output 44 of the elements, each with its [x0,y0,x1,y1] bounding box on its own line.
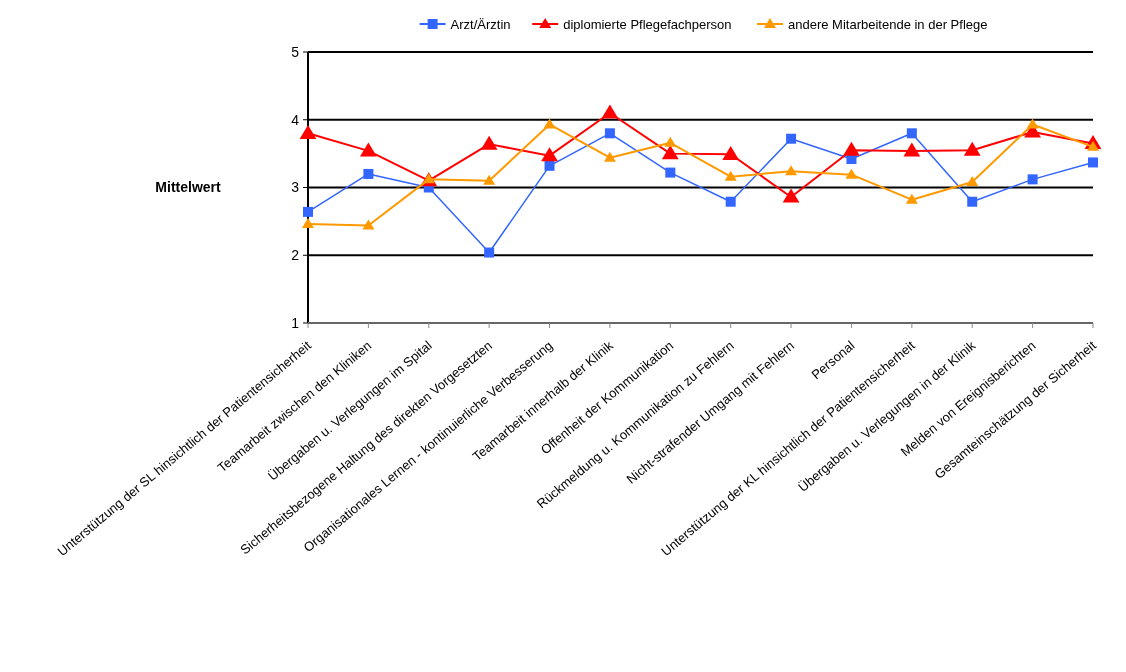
point [722,145,740,160]
point [905,193,918,204]
point [786,133,797,144]
point [782,188,800,203]
point [302,218,314,229]
y-tick-label: 5 [291,43,300,60]
point [1088,157,1098,168]
point [785,165,798,176]
point [484,247,495,258]
point [480,135,498,150]
point [906,128,917,139]
point [843,141,860,156]
point [299,124,317,139]
point [603,151,616,162]
point [544,160,555,171]
point [1027,174,1038,185]
point [664,136,677,147]
y-tick-label: 4 [291,111,300,128]
y-axis-title: Mittelwert [155,179,221,196]
point [604,128,615,139]
point [601,104,619,119]
point [665,167,676,178]
y-tick-label: 3 [291,179,300,196]
point [363,168,374,179]
point [303,206,313,217]
point [845,168,858,179]
legend-label: Arzt/Ärztin [450,16,511,32]
point [541,147,558,162]
point [483,174,496,185]
legend-label: andere Mitarbeitende in der Pflege [788,16,988,32]
legend-label: diplomierte Pflegefachperson [563,16,732,32]
point [966,176,979,187]
point [963,141,981,156]
point [1026,118,1039,129]
point [903,142,921,157]
point [543,118,556,129]
point [362,219,375,230]
point [661,145,679,160]
y-tick-label: 2 [291,247,300,264]
point [359,142,377,157]
point [724,170,737,181]
y-tick-label: 1 [291,314,300,331]
point [967,196,978,207]
point [725,196,736,207]
